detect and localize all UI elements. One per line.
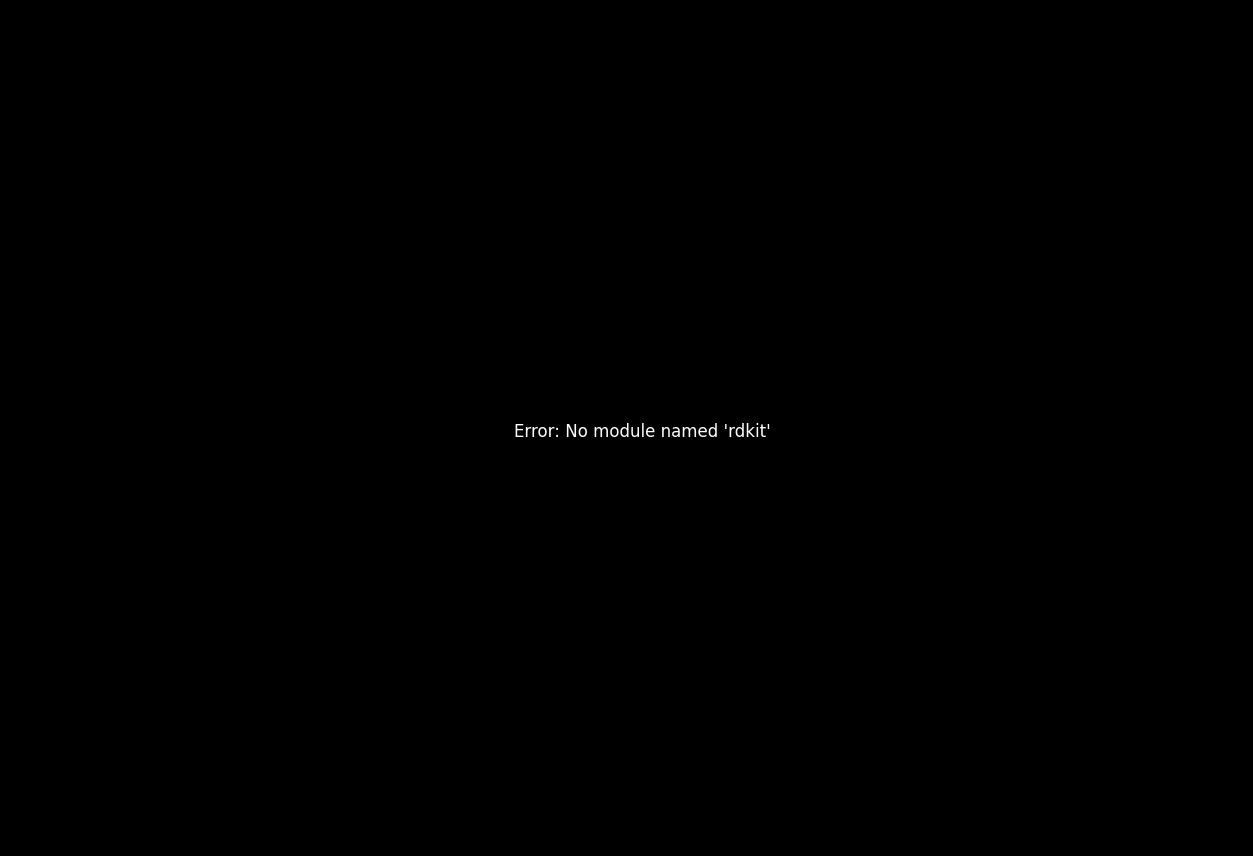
Text: Error: No module named 'rdkit': Error: No module named 'rdkit' [514,423,771,442]
